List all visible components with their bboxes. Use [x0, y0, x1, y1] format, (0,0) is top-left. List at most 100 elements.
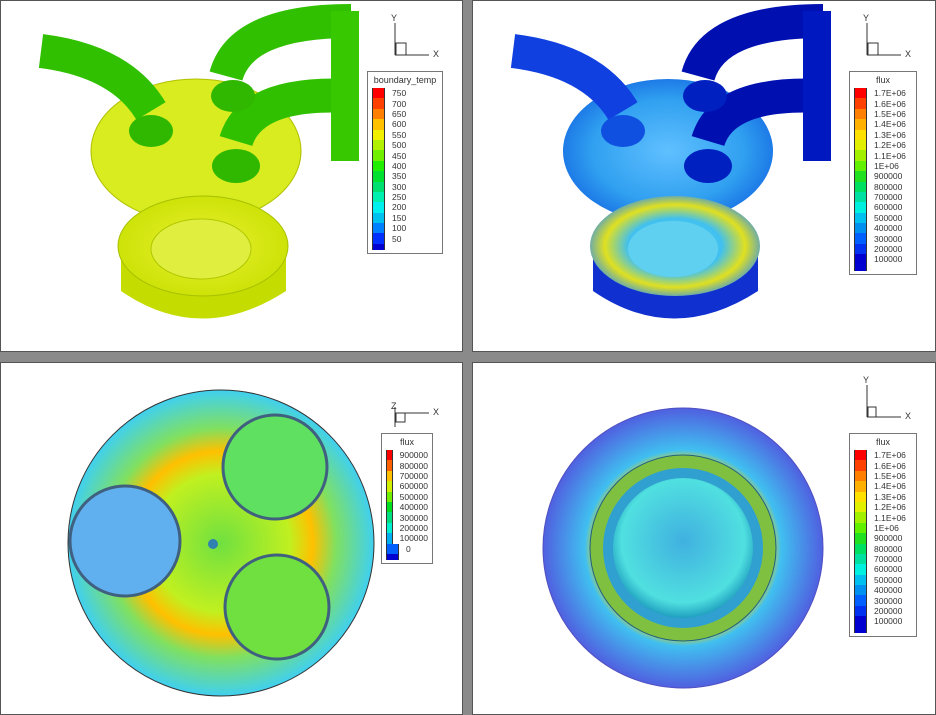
legend-entry: 600000: [386, 481, 428, 492]
legend-label: 250: [392, 192, 407, 203]
legend-entry: 100000: [854, 254, 912, 265]
legend-entry: 350: [372, 171, 438, 182]
legend-entry: 50: [372, 233, 438, 244]
legend-label: 1.6E+06: [874, 98, 906, 109]
legend-entry: 400000: [854, 585, 912, 596]
legend-swatch: [372, 212, 385, 224]
color-legend: flux 1.7E+06 1.6E+06 1.5E+06 1.4E+06 1.3E+06 1…: [849, 433, 917, 637]
legend-entry: 900000: [854, 533, 912, 544]
legend-swatch: [386, 491, 393, 502]
legend-label: 700: [392, 98, 407, 109]
legend-entry: 200000: [854, 605, 912, 617]
legend-label: 1.7E+06: [874, 450, 906, 461]
legend-entry: 600000: [854, 564, 912, 575]
legend-entry: 1.7E+06: [854, 88, 912, 99]
legend-label: 1.1E+06: [874, 150, 906, 161]
engine-render-temperature: [38, 4, 359, 319]
legend-swatch: [372, 233, 385, 244]
legend-label: 300000: [399, 512, 428, 523]
legend-swatch: [854, 160, 867, 172]
legend-swatch: [372, 160, 385, 172]
legend-swatch: [854, 616, 867, 627]
legend-label: 1.2E+06: [874, 140, 906, 151]
axis-z-label: Z: [391, 401, 397, 411]
legend-entry: 200000: [854, 243, 912, 255]
legend-label: 700000: [399, 470, 428, 481]
legend-entry: 650: [372, 108, 438, 120]
legend-swatch: [854, 626, 867, 633]
legend-swatch: [854, 254, 867, 265]
legend-entry: 700000: [854, 191, 912, 203]
legend-label: 350: [392, 171, 407, 182]
legend-entry: 400: [372, 160, 438, 172]
axis-y-label: Y: [863, 375, 870, 385]
legend-entry: 300000: [854, 595, 912, 606]
legend-label: 1.6E+06: [874, 460, 906, 471]
legend-entry: 500000: [854, 212, 912, 224]
legend-label: 700000: [874, 192, 903, 203]
legend-swatch: [854, 501, 867, 513]
legend-entry: 1E+06: [854, 522, 912, 534]
legend-label: 450: [392, 150, 407, 161]
legend-label: 900000: [399, 450, 428, 461]
legend-entry: 1.3E+06: [854, 129, 912, 140]
axis-x-label: X: [905, 49, 912, 59]
legend-swatch: [854, 481, 867, 492]
legend-entry: 500000: [386, 491, 428, 502]
legend-label: 0: [406, 543, 411, 554]
legend-entry: 400000: [854, 223, 912, 234]
legend-entry: 550: [372, 129, 438, 140]
legend-entry: 800000: [386, 460, 428, 471]
legend-swatch: [372, 171, 385, 182]
legend-entry: 1E+06: [854, 160, 912, 172]
legend-label: 700000: [874, 554, 903, 565]
legend-swatch: [854, 574, 867, 586]
legend-entry: 0: [386, 543, 428, 554]
legend-swatch: [854, 129, 867, 140]
legend-swatch: [854, 233, 867, 244]
legend-entry: 900000: [854, 171, 912, 182]
legend-entry: 400000: [386, 501, 428, 513]
legend-swatch: [372, 181, 385, 192]
legend-swatch: [854, 522, 867, 534]
legend-swatch: [854, 585, 867, 596]
legend-label: 500000: [874, 574, 903, 585]
legend-swatch: [372, 129, 385, 140]
legend-swatch: [854, 450, 867, 461]
legend-label: 300000: [874, 595, 903, 606]
legend-swatch: [854, 264, 867, 271]
color-legend: boundary_temp 750 700 650 600 550 500 450 400 350…: [367, 71, 443, 254]
legend-label: 1.4E+06: [874, 119, 906, 130]
legend-swatch: [854, 223, 867, 234]
legend-entry: 150: [372, 212, 438, 224]
axis-x-label: X: [905, 411, 912, 421]
legend-swatch: [386, 543, 399, 554]
legend-swatch: [854, 139, 867, 151]
legend-swatch: [372, 108, 385, 120]
legend-label: 200000: [399, 522, 428, 533]
legend-label: 1.5E+06: [874, 108, 906, 119]
legend-label: 800000: [874, 181, 903, 192]
axis-x-label: X: [433, 49, 440, 59]
legend-entry: 800000: [854, 181, 912, 192]
legend-label: 900000: [874, 171, 903, 182]
legend-swatch: [854, 108, 867, 120]
panel-flux-bottom: Y X flux 1.7E+06 1.6E+06 1.5E+06 1.4E+06 1.3E…: [472, 362, 936, 715]
legend-label: 500000: [399, 491, 428, 502]
legend-swatch: [854, 150, 867, 161]
legend-swatch: [386, 533, 393, 544]
legend-swatch: [372, 150, 385, 161]
legend-swatch: [386, 501, 393, 513]
legend-label: 100000: [874, 254, 903, 265]
panel-flux-isometric: Y X flux 1.7E+06 1.6E+06 1.5E+06 1.4E+06 1.3E…: [472, 0, 936, 352]
legend-label: 600000: [874, 202, 903, 213]
legend-entry: 300: [372, 181, 438, 192]
legend-entry: 100: [372, 223, 438, 234]
legend-entry: 500000: [854, 574, 912, 586]
legend-swatch: [854, 88, 867, 99]
legend-swatch: [854, 512, 867, 523]
legend-swatch: [372, 191, 385, 203]
legend-entry: 1.2E+06: [854, 501, 912, 513]
legend-entry: 1.7E+06: [854, 450, 912, 461]
legend-entry: 200000: [386, 522, 428, 534]
